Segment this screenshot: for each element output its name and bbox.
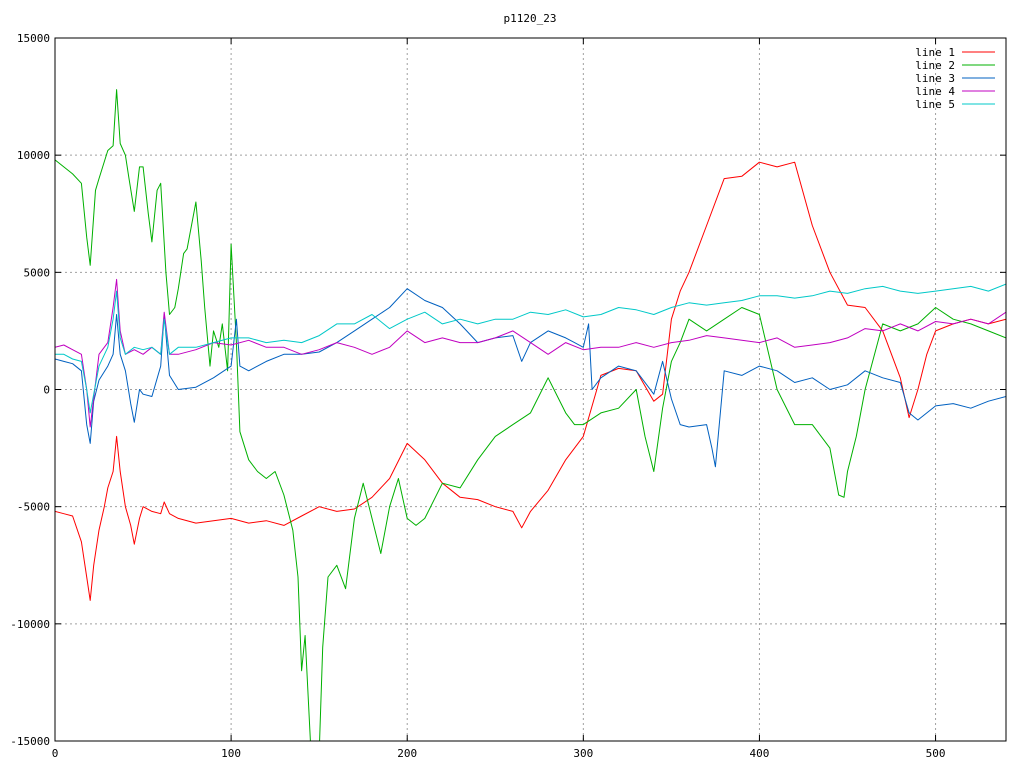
chart-title: p1120_23 [504,12,557,25]
y-tick-label: 5000 [24,266,51,279]
series-line-2 [55,89,1006,741]
x-tick-label: 100 [221,747,241,760]
y-axis-ticks: -15000 -10000 -5000 0 5000 10000 15000 [10,32,1006,748]
legend-label: line 3 [915,72,955,85]
y-tick-label: -10000 [10,618,50,631]
x-tick-label: 0 [52,747,59,760]
y-tick-label: 15000 [17,32,50,45]
series-line-1 [55,161,1006,601]
x-axis-ticks: 0 100 200 300 400 500 [52,38,946,760]
x-tick-label: 200 [397,747,417,760]
x-tick-label: 400 [750,747,770,760]
series-group [55,89,1006,741]
y-tick-label: -5000 [17,501,50,514]
legend-label: line 4 [915,85,955,98]
y-tick-label: -15000 [10,735,50,748]
x-tick-label: 500 [926,747,946,760]
legend-label: line 2 [915,59,955,72]
series-line-3 [55,288,1006,468]
grid-lines [55,38,1006,741]
y-tick-label: 0 [43,384,50,397]
legend-label: line 5 [915,98,955,111]
y-tick-label: 10000 [17,149,50,162]
x-tick-label: 300 [573,747,593,760]
series-line-5 [55,283,1006,414]
legend-label: line 1 [915,46,955,59]
series-line-4 [55,278,1006,428]
